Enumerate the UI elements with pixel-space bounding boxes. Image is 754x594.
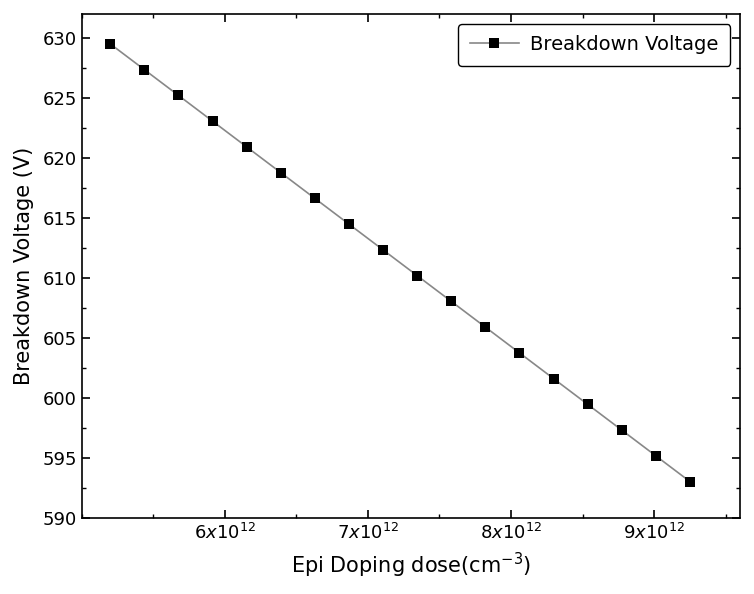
Breakdown Voltage	[139, 66, 149, 73]
Breakdown Voltage	[106, 40, 115, 48]
Breakdown Voltage	[583, 401, 592, 408]
Breakdown Voltage	[208, 118, 217, 125]
Legend: Breakdown Voltage: Breakdown Voltage	[458, 24, 731, 66]
Breakdown Voltage	[651, 452, 661, 459]
Breakdown Voltage	[685, 478, 694, 485]
Breakdown Voltage	[412, 272, 421, 279]
Breakdown Voltage	[515, 349, 524, 356]
Breakdown Voltage	[618, 426, 627, 434]
Breakdown Voltage	[276, 169, 285, 176]
X-axis label: Epi Doping dose(cm$^{-3}$): Epi Doping dose(cm$^{-3}$)	[291, 551, 531, 580]
Breakdown Voltage	[379, 247, 388, 254]
Breakdown Voltage	[311, 195, 320, 202]
Breakdown Voltage	[242, 143, 251, 150]
Breakdown Voltage	[446, 298, 455, 305]
Line: Breakdown Voltage: Breakdown Voltage	[106, 39, 695, 486]
Breakdown Voltage	[174, 92, 183, 99]
Breakdown Voltage	[481, 324, 490, 331]
Y-axis label: Breakdown Voltage (V): Breakdown Voltage (V)	[14, 147, 34, 385]
Breakdown Voltage	[345, 220, 354, 228]
Breakdown Voltage	[549, 375, 558, 382]
